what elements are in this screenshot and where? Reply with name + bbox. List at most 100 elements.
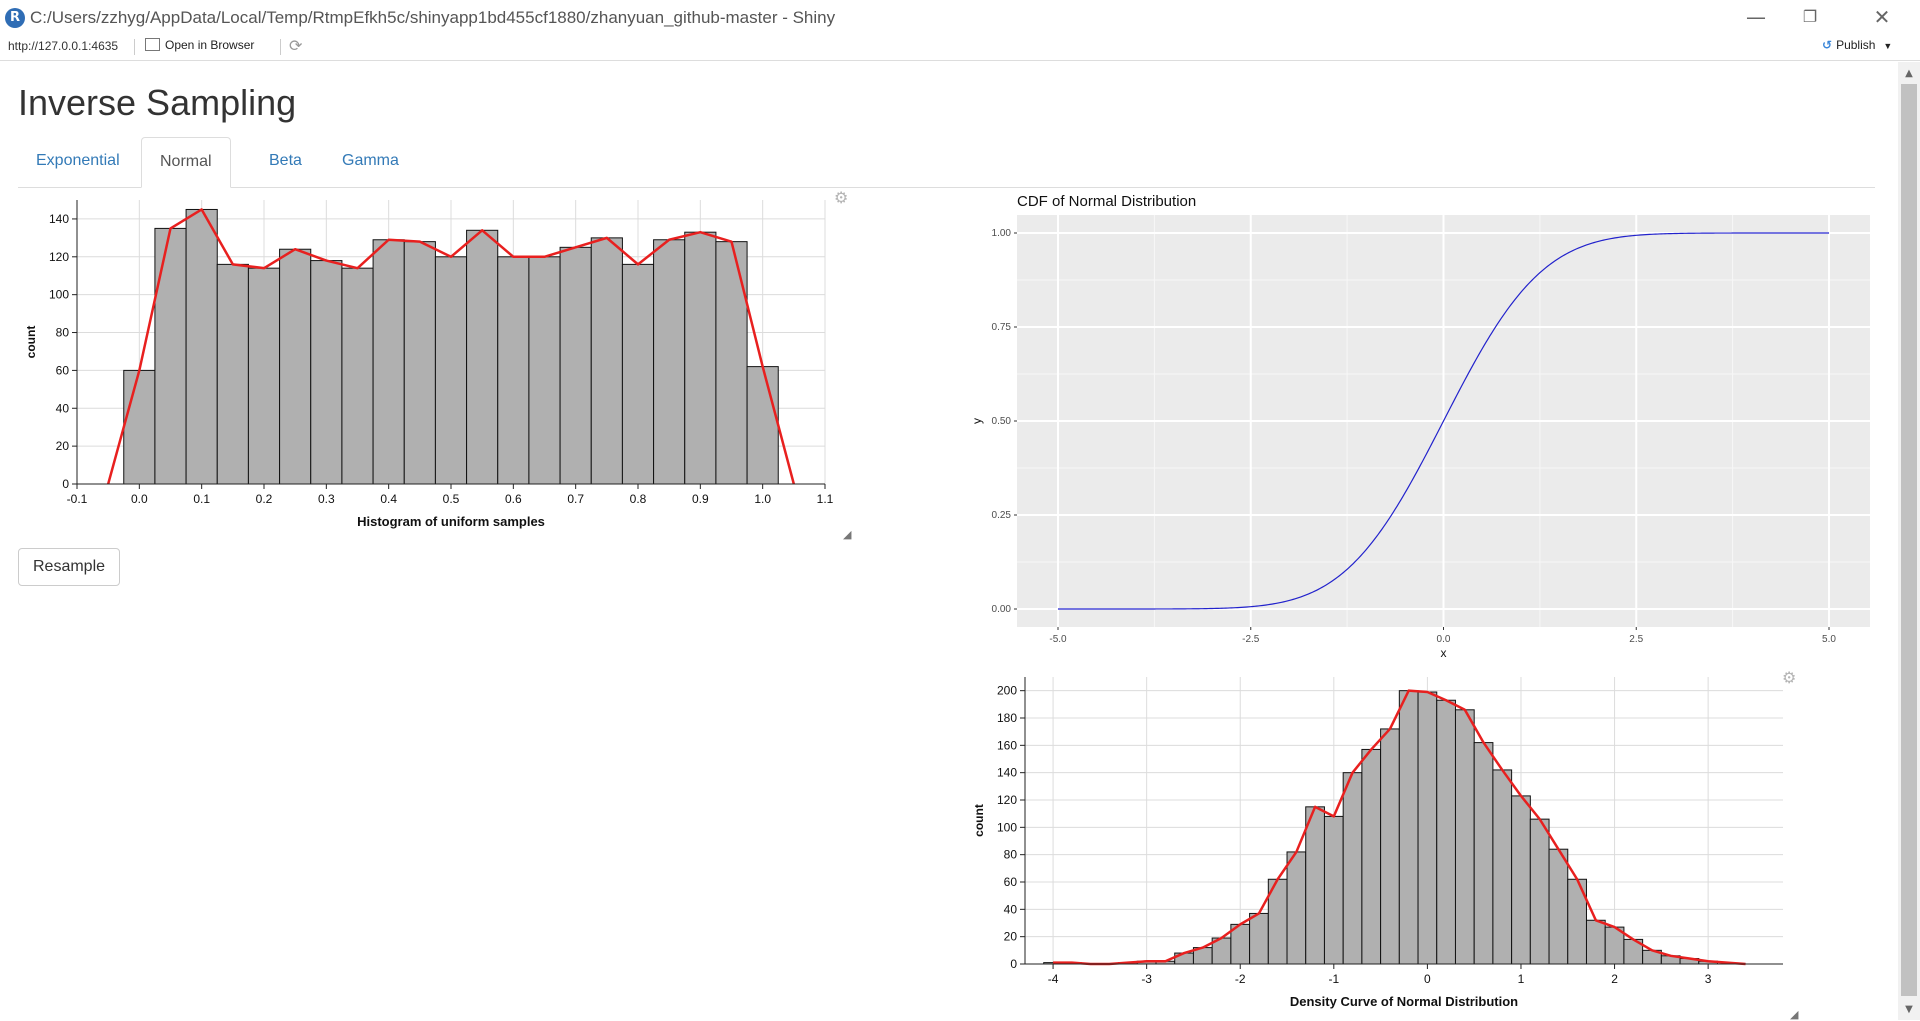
- x-tick-label: 0.2: [256, 492, 273, 506]
- refresh-icon[interactable]: ⟳: [289, 36, 302, 55]
- histogram-bar: [280, 249, 311, 484]
- browser-window-icon: [145, 38, 160, 51]
- scroll-down-icon[interactable]: ▼: [1898, 1000, 1920, 1020]
- histogram-bar: [1437, 700, 1456, 964]
- scroll-up-icon[interactable]: ▲: [1898, 64, 1920, 84]
- y-tick-label: 80: [1004, 848, 1018, 862]
- histogram-bar: [311, 261, 342, 484]
- gear-icon[interactable]: ⚙: [1782, 668, 1796, 687]
- y-tick-label: 100: [49, 288, 69, 302]
- histogram-bar: [373, 240, 404, 484]
- x-tick-label: 0.0: [131, 492, 148, 506]
- y-tick-label: 60: [56, 363, 70, 377]
- restore-icon[interactable]: ❐: [1792, 4, 1828, 30]
- tab-beta[interactable]: Beta: [251, 137, 320, 185]
- histogram-bar: [716, 242, 747, 484]
- histogram-bar: [155, 228, 186, 484]
- viewer-toolbar: http://127.0.0.1:4635 Open in Browser ⟳ …: [0, 34, 1920, 61]
- histogram-bar: [654, 240, 685, 484]
- histogram-bar: [529, 257, 560, 484]
- histogram-bar: [1381, 729, 1400, 964]
- y-tick-label: 20: [56, 439, 70, 453]
- publish-button[interactable]: ↺ Publish ▼: [1822, 38, 1892, 52]
- publish-icon: ↺: [1822, 38, 1832, 52]
- histogram-bar: [217, 264, 248, 484]
- y-tick-label: 120: [49, 250, 69, 264]
- y-tick-label: 40: [1004, 902, 1018, 916]
- scrollbar-thumb[interactable]: [1901, 84, 1917, 996]
- histogram-bar: [404, 242, 435, 484]
- histogram-bar: [1306, 807, 1325, 964]
- tab-normal[interactable]: Normal: [141, 137, 231, 188]
- histogram-bar: [1474, 743, 1493, 964]
- x-tick-label: -0.1: [67, 492, 88, 506]
- tab-exponential[interactable]: Exponential: [18, 137, 138, 185]
- y-tick-label: 140: [997, 766, 1017, 780]
- resize-handle-icon[interactable]: ◢: [1790, 1008, 1798, 1021]
- histogram-bar: [1493, 770, 1512, 964]
- resample-button[interactable]: Resample: [18, 548, 120, 586]
- histogram-bar: [1549, 849, 1568, 964]
- vertical-scrollbar[interactable]: ▲ ▼: [1898, 62, 1920, 1020]
- open-in-browser-button[interactable]: Open in Browser: [145, 38, 254, 52]
- x-tick-label: 0.5: [443, 492, 460, 506]
- y-tick-label: 200: [997, 684, 1017, 698]
- resize-handle-icon[interactable]: ◢: [843, 528, 851, 541]
- window-title: C:/Users/zzhyg/AppData/Local/Temp/RtmpEf…: [30, 8, 835, 28]
- x-tick-label: 0.7: [567, 492, 584, 506]
- histogram-bar: [342, 268, 373, 484]
- toolbar-divider: [134, 39, 135, 55]
- y-tick-label: 1.00: [992, 228, 1012, 239]
- window-titlebar: R C:/Users/zzhyg/AppData/Local/Temp/Rtmp…: [0, 0, 1920, 34]
- y-axis-title: count: [24, 326, 38, 359]
- y-tick-label: 0: [1010, 957, 1017, 971]
- y-tick-label: 100: [997, 820, 1017, 834]
- x-tick-label: 0.9: [692, 492, 709, 506]
- x-axis-title: x: [1441, 646, 1447, 660]
- histogram-bar: [1362, 749, 1381, 964]
- x-tick-label: -5.0: [1049, 634, 1067, 645]
- histogram-bar: [685, 232, 716, 484]
- publish-label: Publish: [1836, 38, 1875, 52]
- histogram-bar: [1324, 816, 1343, 964]
- y-axis-title: count: [972, 804, 986, 837]
- histogram-bar: [1399, 691, 1418, 964]
- histogram-bar: [1455, 710, 1474, 964]
- histogram-bar: [1287, 852, 1306, 964]
- x-tick-label: 2: [1611, 972, 1618, 986]
- y-axis-title: y: [970, 418, 984, 424]
- histogram-bar: [498, 257, 529, 484]
- histogram-bar: [248, 268, 279, 484]
- x-tick-label: 3: [1705, 972, 1712, 986]
- gear-icon[interactable]: ⚙: [834, 188, 848, 207]
- r-logo-icon: R: [5, 8, 25, 28]
- x-tick-label: -2: [1235, 972, 1246, 986]
- x-tick-label: 0.8: [630, 492, 647, 506]
- y-tick-label: 20: [1004, 930, 1018, 944]
- x-tick-label: 0.0: [1437, 634, 1451, 645]
- y-tick-label: 0.75: [992, 322, 1012, 333]
- y-tick-label: 40: [56, 401, 70, 415]
- close-icon[interactable]: ✕: [1864, 4, 1900, 30]
- chevron-down-icon: ▼: [1883, 41, 1892, 51]
- x-tick-label: 0.4: [380, 492, 397, 506]
- y-tick-label: 0: [62, 477, 69, 491]
- histogram-bar: [1250, 913, 1269, 964]
- toolbar-divider: [280, 39, 281, 55]
- y-tick-label: 0.25: [992, 510, 1012, 521]
- x-tick-label: 0: [1424, 972, 1431, 986]
- y-tick-label: 160: [997, 738, 1017, 752]
- x-tick-label: 5.0: [1822, 634, 1836, 645]
- x-tick-label: 1.0: [754, 492, 771, 506]
- tab-gamma[interactable]: Gamma: [324, 137, 417, 185]
- minimize-icon[interactable]: —: [1738, 4, 1774, 30]
- histogram-bar: [747, 367, 778, 484]
- chart-title: CDF of Normal Distribution: [1017, 193, 1196, 210]
- y-tick-label: 140: [49, 212, 69, 226]
- y-tick-label: 0.00: [992, 604, 1012, 615]
- y-tick-label: 120: [997, 793, 1017, 807]
- normal-histogram-chart: -4 -3 -2 -1 0 1 2 3 0 20 40 60 80 100 120 140 160 180 200 D…: [0, 0, 1, 1]
- x-tick-label: 0.1: [193, 492, 210, 506]
- url-label: http://127.0.0.1:4635: [8, 39, 118, 53]
- y-tick-label: 60: [1004, 875, 1018, 889]
